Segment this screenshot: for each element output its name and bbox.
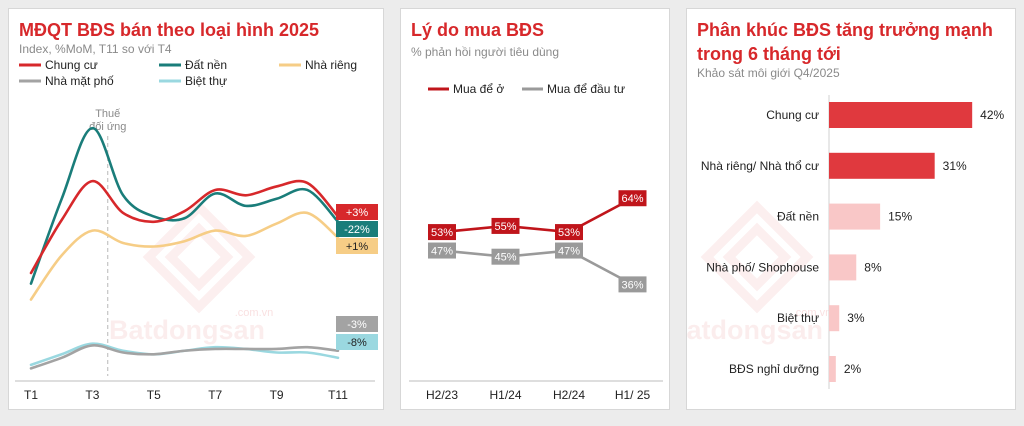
chart1-subtitle: Index, %MoM, T11 so với T4 (19, 42, 172, 56)
watermark-diamond-inner (722, 222, 792, 292)
legend-label: Đất nền (185, 58, 227, 72)
x-tick-label: T7 (208, 388, 222, 402)
chart3-title-line2: trong 6 tháng tới (697, 44, 841, 64)
annotation-label: đối ứng (89, 121, 126, 133)
legend-label: Nhà riêng (305, 58, 357, 72)
end-label-box (336, 204, 378, 220)
chart3-svg: Batdongsan.com.vn Chung cư 42% Nhà riêng/ N… (687, 95, 1005, 389)
data-label-box (491, 217, 520, 234)
legend-label: Nhà mặt phố (45, 74, 114, 88)
end-label: +1% (346, 241, 369, 253)
watermark-diamond-outer (142, 200, 256, 314)
legend-label: Mua để ở (453, 82, 504, 96)
bar (829, 102, 973, 128)
watermark-logo-icon (700, 200, 814, 314)
value-label: 31% (943, 159, 967, 173)
legend-label: Chung cư (45, 58, 98, 72)
data-label: 47% (431, 246, 453, 258)
x-tick-label: H1/ 25 (615, 388, 651, 402)
end-label: -8% (347, 337, 367, 349)
watermark-domain-text: .com.vn (235, 307, 274, 319)
category-label: Đất nền (777, 210, 819, 224)
category-label: Nhà phố/ Shophouse (706, 260, 819, 274)
x-tick-label: H2/23 (426, 388, 458, 402)
annotation-label: Thuế (95, 108, 120, 120)
series-line (29, 179, 340, 275)
data-label: 45% (494, 252, 516, 264)
data-label-box (618, 276, 647, 293)
watermark-logo-icon (142, 200, 256, 314)
data-label: 53% (431, 227, 453, 239)
chart2-title: Lý do mua BĐS (411, 20, 545, 40)
series-line (29, 126, 340, 285)
chart1-svg: Batdongsan.com.vn Chung cư Đất nền Nhà riên… (15, 58, 378, 402)
data-label-box (491, 248, 520, 265)
x-tick-label: T5 (147, 388, 161, 402)
end-label-box (336, 316, 378, 332)
bar (829, 356, 836, 382)
x-tick-label: T9 (270, 388, 284, 402)
series-line (441, 197, 634, 234)
data-label-box (428, 224, 456, 241)
value-label: 3% (847, 311, 865, 325)
data-label: 47% (558, 246, 580, 258)
end-label-box (336, 221, 378, 237)
watermark-brand-text: Batdongsan (687, 315, 823, 345)
legend-label: Mua để đầu tư (547, 82, 625, 96)
category-label: Nhà riêng/ Nhà thổ cư (701, 159, 819, 173)
watermark-domain-text: .com.vn (793, 307, 832, 319)
data-label-box (555, 242, 583, 259)
chart2-subtitle: % phản hồi người tiêu dùng (411, 45, 560, 59)
value-label: 42% (980, 108, 1004, 122)
end-label-box (336, 238, 378, 254)
category-label: BĐS nghỉ dưỡng (729, 362, 819, 376)
series-line (29, 344, 340, 370)
chart2-svg: Mua để ở Mua để đầu tư 53% 55% 53% 64% 47% 45% 4… (409, 82, 663, 402)
end-label: -22% (344, 224, 370, 236)
chart1-title: MĐQT BĐS bán theo loại hình 2025 (19, 20, 320, 40)
category-label: Biệt thự (777, 311, 819, 325)
value-label: 2% (844, 362, 862, 376)
series-line (441, 249, 634, 286)
end-label-box (336, 334, 378, 350)
data-label: 53% (558, 227, 580, 239)
x-tick-label: T3 (85, 388, 99, 402)
x-tick-label: H2/24 (553, 388, 585, 402)
data-label: 64% (621, 193, 643, 205)
watermark-diamond-inner (164, 222, 234, 292)
bar (829, 254, 857, 281)
data-label: 36% (621, 279, 643, 291)
panel-price-index: MĐQT BĐS bán theo loại hình 2025 Index, … (8, 8, 384, 410)
bar (829, 305, 840, 332)
value-label: 15% (888, 210, 912, 224)
watermark-diamond-outer (700, 200, 814, 314)
bar (829, 203, 881, 230)
end-label: -3% (347, 319, 367, 331)
x-tick-label: H1/24 (489, 388, 521, 402)
panel-growth-segments: Phân khúc BĐS tăng trưởng mạnh trong 6 t… (686, 8, 1016, 410)
legend-label: Biệt thự (185, 74, 227, 88)
watermark-brand-text: Batdongsan (109, 315, 265, 345)
data-label: 55% (494, 221, 516, 233)
bar (829, 152, 935, 179)
value-label: 8% (864, 260, 882, 274)
data-label-box (428, 242, 456, 259)
series-line (29, 211, 340, 301)
data-label-box (618, 190, 647, 207)
x-tick-label: T1 (24, 388, 38, 402)
panel-purchase-reason: Lý do mua BĐS % phản hồi người tiêu dùng… (400, 8, 670, 410)
chart3-subtitle: Khảo sát môi giới Q4/2025 (697, 66, 840, 80)
chart3-title-line1: Phân khúc BĐS tăng trưởng mạnh (697, 20, 993, 40)
x-tick-label: T11 (328, 388, 348, 402)
end-label: +3% (346, 207, 369, 219)
category-label: Chung cư (766, 108, 819, 122)
data-label-box (555, 224, 583, 241)
